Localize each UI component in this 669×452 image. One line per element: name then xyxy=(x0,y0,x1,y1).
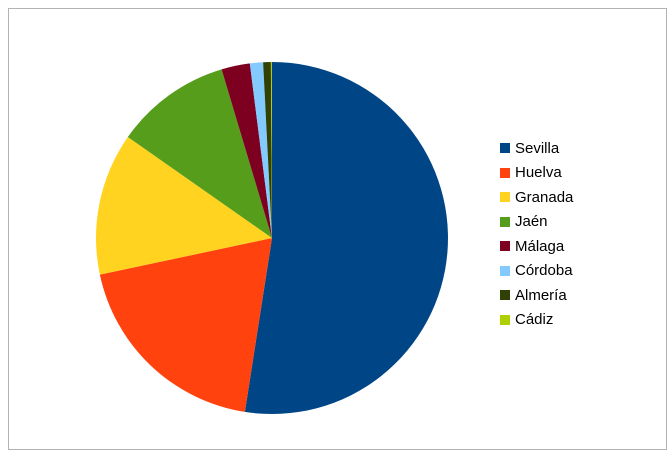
legend-label: Sevilla xyxy=(515,139,560,157)
legend-swatch xyxy=(500,216,510,227)
legend-item: Córdoba xyxy=(500,259,620,284)
legend-item: Cádiz xyxy=(500,308,620,333)
legend-item: Sevilla xyxy=(500,136,620,161)
legend-label: Granada xyxy=(515,188,574,206)
pie-slice-cádiz xyxy=(270,61,272,239)
legend-swatch xyxy=(500,192,510,203)
legend-label: Málaga xyxy=(515,237,565,255)
legend-swatch xyxy=(500,265,510,276)
pie-slice-sevilla xyxy=(244,62,448,414)
legend-item: Jaén xyxy=(500,210,620,235)
legend-label: Jaén xyxy=(515,213,548,231)
legend-item: Granada xyxy=(500,185,620,210)
legend-swatch xyxy=(500,290,510,301)
legend-item: Málaga xyxy=(500,234,620,259)
legend-label: Almería xyxy=(515,286,567,304)
legend-label: Cádiz xyxy=(515,311,554,329)
pie-slice-almería xyxy=(263,62,272,238)
legend-item: Almería xyxy=(500,283,620,308)
legend-label: Huelva xyxy=(515,164,562,182)
pie-slice-granada xyxy=(96,137,272,275)
pie-slice-jaén xyxy=(127,69,272,239)
pie-slice-málaga xyxy=(221,63,272,239)
legend-item: Huelva xyxy=(500,161,620,186)
legend-swatch xyxy=(500,167,510,178)
legend-swatch xyxy=(500,314,510,325)
legend-label: Córdoba xyxy=(515,262,573,280)
legend-swatch xyxy=(500,241,510,252)
pie-slice-huelva xyxy=(99,238,273,412)
pie-slice-córdoba xyxy=(249,62,272,238)
chart-legend: Sevilla Huelva Granada Jaén Málaga Córdoba Alm… xyxy=(500,136,620,332)
legend-swatch xyxy=(500,143,510,154)
